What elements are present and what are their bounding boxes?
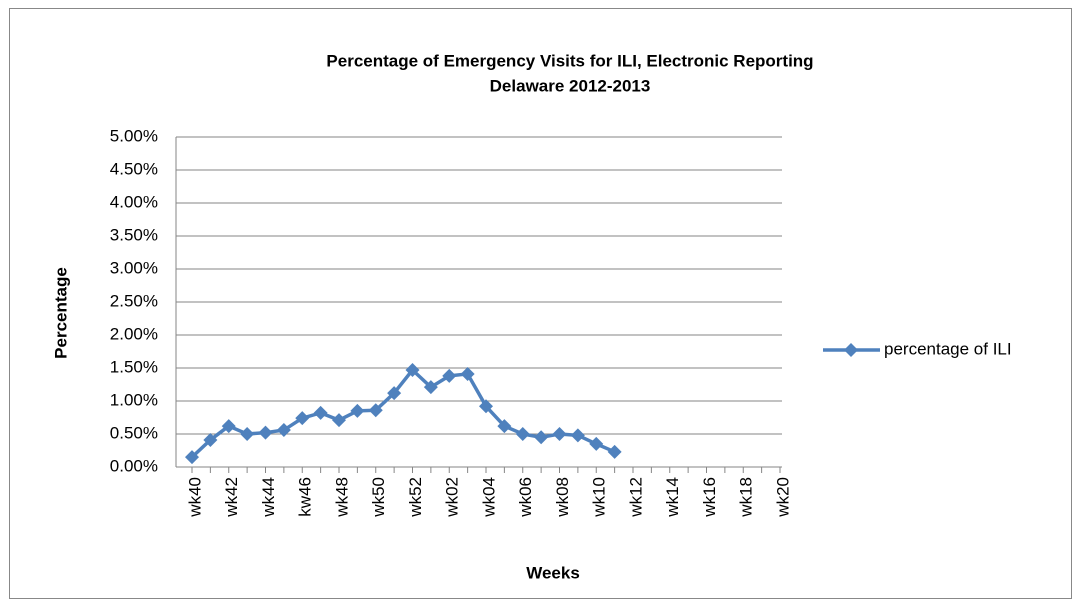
y-tick-label: 1.00% xyxy=(110,390,158,409)
data-point xyxy=(332,413,346,428)
data-point xyxy=(497,419,512,434)
x-tick-label: wk18 xyxy=(737,477,756,518)
data-point xyxy=(221,419,236,434)
x-tick-label: kw46 xyxy=(296,477,315,517)
y-tick-label: 5.00% xyxy=(110,126,158,145)
data-point xyxy=(405,362,420,377)
data-point xyxy=(240,427,255,441)
x-tick-label: wk40 xyxy=(185,477,204,518)
y-tick-label: 3.00% xyxy=(110,258,158,277)
data-point xyxy=(185,450,199,465)
y-tick-label: 0.50% xyxy=(110,423,158,442)
y-tick-label: 3.50% xyxy=(110,225,158,244)
y-tick-label: 2.50% xyxy=(110,291,158,310)
x-tick-label: wk06 xyxy=(516,477,535,518)
data-point xyxy=(479,399,493,414)
chart-title: Percentage of Emergency Visits for ILI, … xyxy=(326,51,813,70)
data-point xyxy=(258,425,273,440)
x-axis-label: Weeks xyxy=(526,563,580,582)
data-point xyxy=(442,368,457,383)
y-tick-label: 4.00% xyxy=(110,192,158,211)
data-point xyxy=(387,386,402,401)
data-point xyxy=(589,436,604,451)
data-point xyxy=(295,411,310,426)
data-point xyxy=(515,427,530,441)
data-point xyxy=(276,423,291,438)
y-axis-label: Percentage xyxy=(51,267,70,359)
data-point xyxy=(423,380,438,395)
x-tick-label: wk02 xyxy=(443,477,462,518)
data-point xyxy=(552,427,567,441)
data-point xyxy=(607,444,622,459)
y-tick-label: 1.50% xyxy=(110,357,158,376)
x-tick-label: wk12 xyxy=(626,477,645,518)
data-point xyxy=(350,403,365,418)
chart-border xyxy=(9,8,1072,599)
legend-label: percentage of ILI xyxy=(884,339,1012,358)
data-point xyxy=(570,428,585,443)
x-tick-label: wk44 xyxy=(259,477,278,518)
x-tick-label: wk48 xyxy=(332,477,351,518)
x-tick-label: wk04 xyxy=(479,477,498,518)
x-tick-label: wk42 xyxy=(222,477,241,518)
data-point xyxy=(203,432,218,447)
y-tick-label: 4.50% xyxy=(110,159,158,178)
data-point xyxy=(460,366,475,381)
x-tick-label: wk14 xyxy=(663,477,682,518)
legend-marker xyxy=(844,343,858,357)
data-point xyxy=(368,403,383,418)
x-tick-label: wk16 xyxy=(700,477,719,518)
x-tick-label: wk10 xyxy=(590,477,609,518)
data-point xyxy=(313,405,328,420)
chart-title: Delaware 2012-2013 xyxy=(490,76,651,95)
y-tick-label: 2.00% xyxy=(110,324,158,343)
x-tick-label: wk20 xyxy=(773,477,792,518)
y-tick-label: 0.00% xyxy=(110,456,158,475)
x-tick-label: wk08 xyxy=(553,477,572,518)
x-tick-label: wk50 xyxy=(369,477,388,518)
data-point xyxy=(534,430,549,445)
x-tick-label: wk52 xyxy=(406,477,425,518)
